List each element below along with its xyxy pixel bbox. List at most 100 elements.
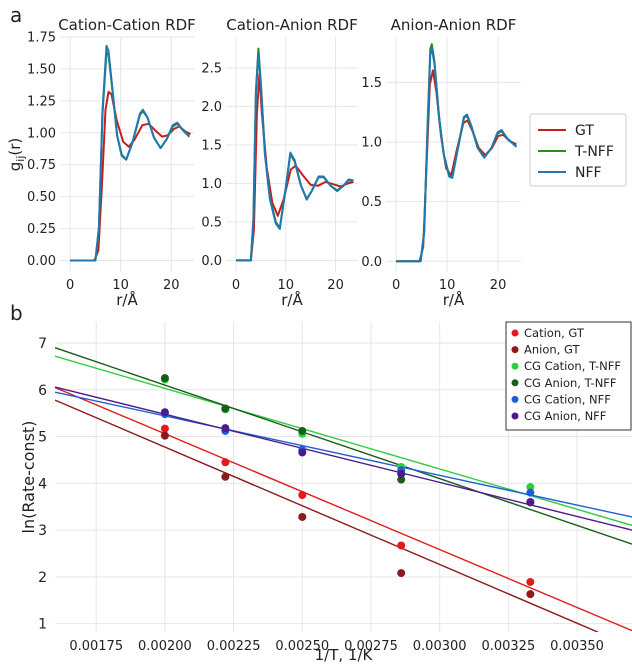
y-tick-label: 6 [38,383,47,399]
y-tick-label: 1 [38,617,47,633]
panel-title: Cation-Anion RDF [226,16,357,34]
data-point [298,426,307,435]
x-axis-label: r/Å [116,290,138,309]
y-tick-label: 4 [38,476,47,492]
y-tick-label: 1.25 [27,94,56,109]
y-tick-label: 3 [38,523,47,539]
x-tick-label: 0.00275 [344,639,398,654]
panel-title: Anion-Anion RDF [391,16,517,34]
y-tick-label: 1.5 [361,76,382,91]
x-tick-label: 0.00250 [275,639,329,654]
x-tick-label: 10 [278,278,295,293]
y-tick-label: 1.0 [361,135,382,150]
y-tick-label: 1.00 [27,126,56,141]
legend-box [505,321,632,431]
y-tick-label: 0.0 [201,254,222,269]
data-point [526,577,535,586]
x-tick-label: 0 [392,278,400,293]
legend-label: CG Cation, NFF [524,392,611,406]
x-tick-label: 0 [66,278,74,293]
legend-marker [511,379,519,387]
data-point [298,448,307,457]
y-tick-label: 0.5 [201,215,222,230]
legend-label: CG Cation, T-NFF [524,359,621,373]
legend-label: T-NFF [574,144,614,160]
plot-area [60,37,194,272]
y-tick-label: 1.5 [201,138,222,153]
data-point [298,512,307,521]
data-point [397,475,406,484]
y-tick-label: 1.50 [27,62,56,77]
y-axis-label: gij(r) [6,138,27,172]
data-point [298,491,307,500]
y-tick-label: 2.5 [201,61,222,76]
y-tick-label: 2.0 [201,100,222,115]
rdf-legend: GT T-NFF NFF [529,113,627,187]
legend-marker [511,362,519,370]
fit-line [55,355,632,527]
y-tick-label: 7 [38,336,47,352]
data-point [160,408,169,417]
x-axis-label: r/Å [443,290,465,309]
y-tick-label: 0.00 [27,254,56,269]
fit-line [55,391,632,518]
data-point [160,424,169,433]
rdf-line-nff [70,44,191,262]
x-tick-label: 0.00200 [138,639,192,654]
x-tick-label: 20 [490,278,507,293]
data-point [160,374,169,383]
x-tick-label: 0.00325 [481,639,535,654]
x-axis-label: r/Å [281,290,303,309]
data-point [221,404,230,413]
x-tick-label: 0 [232,278,240,293]
data-point [526,590,535,599]
y-tick-label: 0.50 [27,190,56,205]
fit-line [55,347,632,545]
data-point [397,569,406,578]
data-point [221,424,230,433]
x-tick-label: 0.00175 [69,639,123,654]
rdf-line-nff [236,51,354,262]
fit-line [55,386,632,632]
data-point [221,458,230,467]
x-tick-label: 10 [112,278,129,293]
rdf-panel-anion-anion: 0 10 20 0.0 0.5 1.0 1.5 Anion-Anion RDF r/Å [361,16,521,309]
data-point [397,469,406,478]
legend-box [529,113,627,187]
rdf-panel-cation-anion: 0 10 20 0.0 0.5 1.0 1.5 2.0 2.5 Cation-Anion RDF r… [201,16,358,309]
legend-label: Cation, GT [524,326,585,340]
legend-marker [511,329,519,337]
x-tick-label: 0.00350 [550,639,604,654]
data-point [221,472,230,481]
rdf-panel-cation-cation: 0 10 20 0.00 0.25 0.50 0.75 1.00 1.25 1.50 1.75Cat… [6,16,196,309]
y-tick-label: 0.25 [27,222,56,237]
arrhenius-plot: 0.00175 0.00200 0.00225 0.00250 0.00275 0.003… [19,321,632,664]
data-point [526,488,535,497]
data-point [526,498,535,507]
fit-line [55,399,598,632]
legend-label: CG Anion, T-NFF [524,376,617,390]
x-tick-label: 10 [439,278,456,293]
panel-label-b: b [10,301,23,325]
fit-line [55,386,632,531]
y-tick-label: 0.75 [27,158,56,173]
data-point [526,483,535,492]
rdf-line-nff [396,47,518,263]
panel-title: Cation-Cation RDF [58,16,196,34]
y-tick-label: 2 [38,570,47,586]
legend-marker [511,346,519,354]
rdf-line-gt [236,73,354,262]
x-tick-label: 20 [163,278,180,293]
legend-label: NFF [575,165,602,181]
panel-label-a: a [10,3,22,27]
legend-marker [511,412,519,420]
x-tick-label: 20 [327,278,344,293]
x-axis-label: 1/T, 1/K [315,646,374,664]
y-tick-label: 0.0 [361,255,382,270]
legend-label: Anion, GT [524,343,580,357]
plot-area [386,37,521,272]
y-tick-label: 0.5 [361,195,382,210]
legend-label: CG Anion, NFF [524,409,606,423]
data-point [160,431,169,440]
